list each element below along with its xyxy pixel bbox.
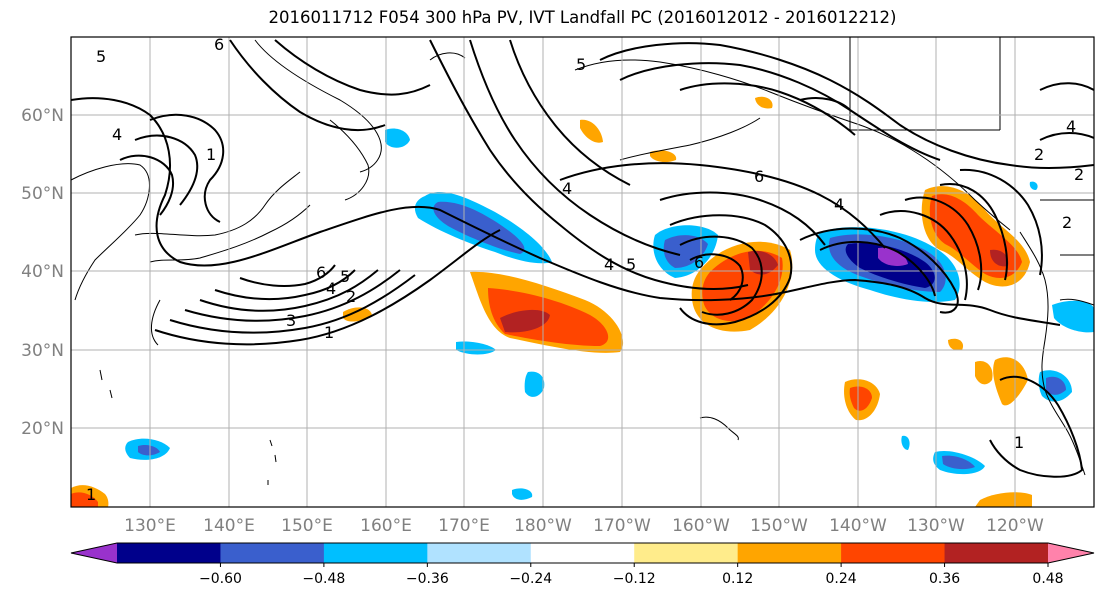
coastlines: [71, 37, 1094, 485]
lon-label: 180°W: [514, 516, 572, 536]
map-title: 2016011712 F054 300 hPa PV, IVT Landfall…: [268, 8, 897, 27]
svg-text:4: 4: [604, 255, 614, 274]
colorbar-tick-label: −0.12: [613, 571, 656, 587]
graticule: [71, 37, 1094, 507]
colorbar-tick-label: −0.48: [302, 571, 345, 587]
lon-label: 160°E: [360, 516, 412, 536]
colorbar-bin: [323, 543, 428, 563]
svg-text:4: 4: [112, 125, 122, 144]
colorbar-extend-low: [71, 543, 117, 563]
colorbar-bin: [634, 543, 739, 563]
anomaly-fills: [71, 96, 1094, 507]
svg-text:2: 2: [346, 287, 356, 306]
lat-label: 30°N: [21, 341, 64, 361]
colorbar-extend-high: [1048, 543, 1094, 563]
colorbar-bin: [530, 543, 635, 563]
lon-label: 140°E: [203, 516, 255, 536]
svg-text:5: 5: [96, 47, 106, 66]
svg-text:4: 4: [326, 279, 336, 298]
latitude-labels: 60°N 50°N 40°N 30°N 20°N: [21, 106, 64, 439]
svg-text:4: 4: [562, 179, 572, 198]
colorbar-tick-label: 0.24: [826, 571, 857, 587]
svg-text:6: 6: [316, 263, 326, 282]
colorbar-tick-label: −0.60: [199, 571, 242, 587]
colorbar-tick-label: 0.36: [929, 571, 960, 587]
lon-label: 130°E: [124, 516, 176, 536]
lat-label: 50°N: [21, 184, 64, 204]
svg-text:1: 1: [1014, 433, 1024, 452]
lon-label: 140°W: [829, 516, 887, 536]
colorbar-bin: [944, 543, 1049, 563]
colorbar-tick-label: 0.12: [722, 571, 753, 587]
colorbar-tick-label: −0.24: [509, 571, 552, 587]
longitude-labels: 130°E 140°E 150°E 160°E 170°E 180°W 170°…: [124, 516, 1044, 536]
lon-label: 170°E: [438, 516, 490, 536]
colorbar-bin: [220, 543, 325, 563]
svg-text:1: 1: [206, 145, 216, 164]
lat-label: 40°N: [21, 262, 64, 282]
svg-text:5: 5: [340, 267, 350, 286]
lon-label: 130°W: [907, 516, 965, 536]
lon-label: 150°W: [750, 516, 808, 536]
colorbar-outline: [70, 542, 1095, 564]
lon-label: 160°W: [672, 516, 730, 536]
map-frame: [70, 36, 1095, 508]
svg-text:2: 2: [1062, 213, 1072, 232]
svg-text:2: 2: [1034, 145, 1044, 164]
svg-text:5: 5: [576, 55, 586, 74]
colorbar-tick-label: −0.36: [406, 571, 449, 587]
svg-text:6: 6: [214, 35, 224, 54]
svg-text:6: 6: [754, 167, 764, 186]
svg-text:4: 4: [834, 195, 844, 214]
colorbar-bin: [841, 543, 946, 563]
colorbar-bin: [117, 543, 221, 563]
contour-labels: 5 6 1 4 6 4 5 4 5 1 2 3 4 5 6 4 6 2 2 4 …: [86, 35, 1084, 504]
pv-contours: [71, 39, 1094, 478]
lat-label: 60°N: [21, 106, 64, 126]
lon-label: 170°W: [593, 516, 651, 536]
svg-text:2: 2: [1074, 165, 1084, 184]
svg-text:6: 6: [694, 253, 704, 272]
svg-text:4: 4: [1066, 117, 1076, 136]
colorbar: −0.60 −0.48 −0.36 −0.24 −0.12 0.12 0.24 0.36 0.4…: [70, 542, 1095, 587]
lon-label: 120°W: [986, 516, 1044, 536]
svg-text:3: 3: [286, 311, 296, 330]
svg-text:1: 1: [86, 485, 96, 504]
colorbar-bin: [737, 543, 842, 563]
lat-label: 20°N: [21, 419, 64, 439]
svg-text:1: 1: [324, 323, 334, 342]
svg-text:5: 5: [626, 255, 636, 274]
colorbar-bin: [427, 543, 532, 563]
lon-label: 150°E: [281, 516, 333, 536]
colorbar-tick-label: 0.48: [1032, 571, 1063, 587]
